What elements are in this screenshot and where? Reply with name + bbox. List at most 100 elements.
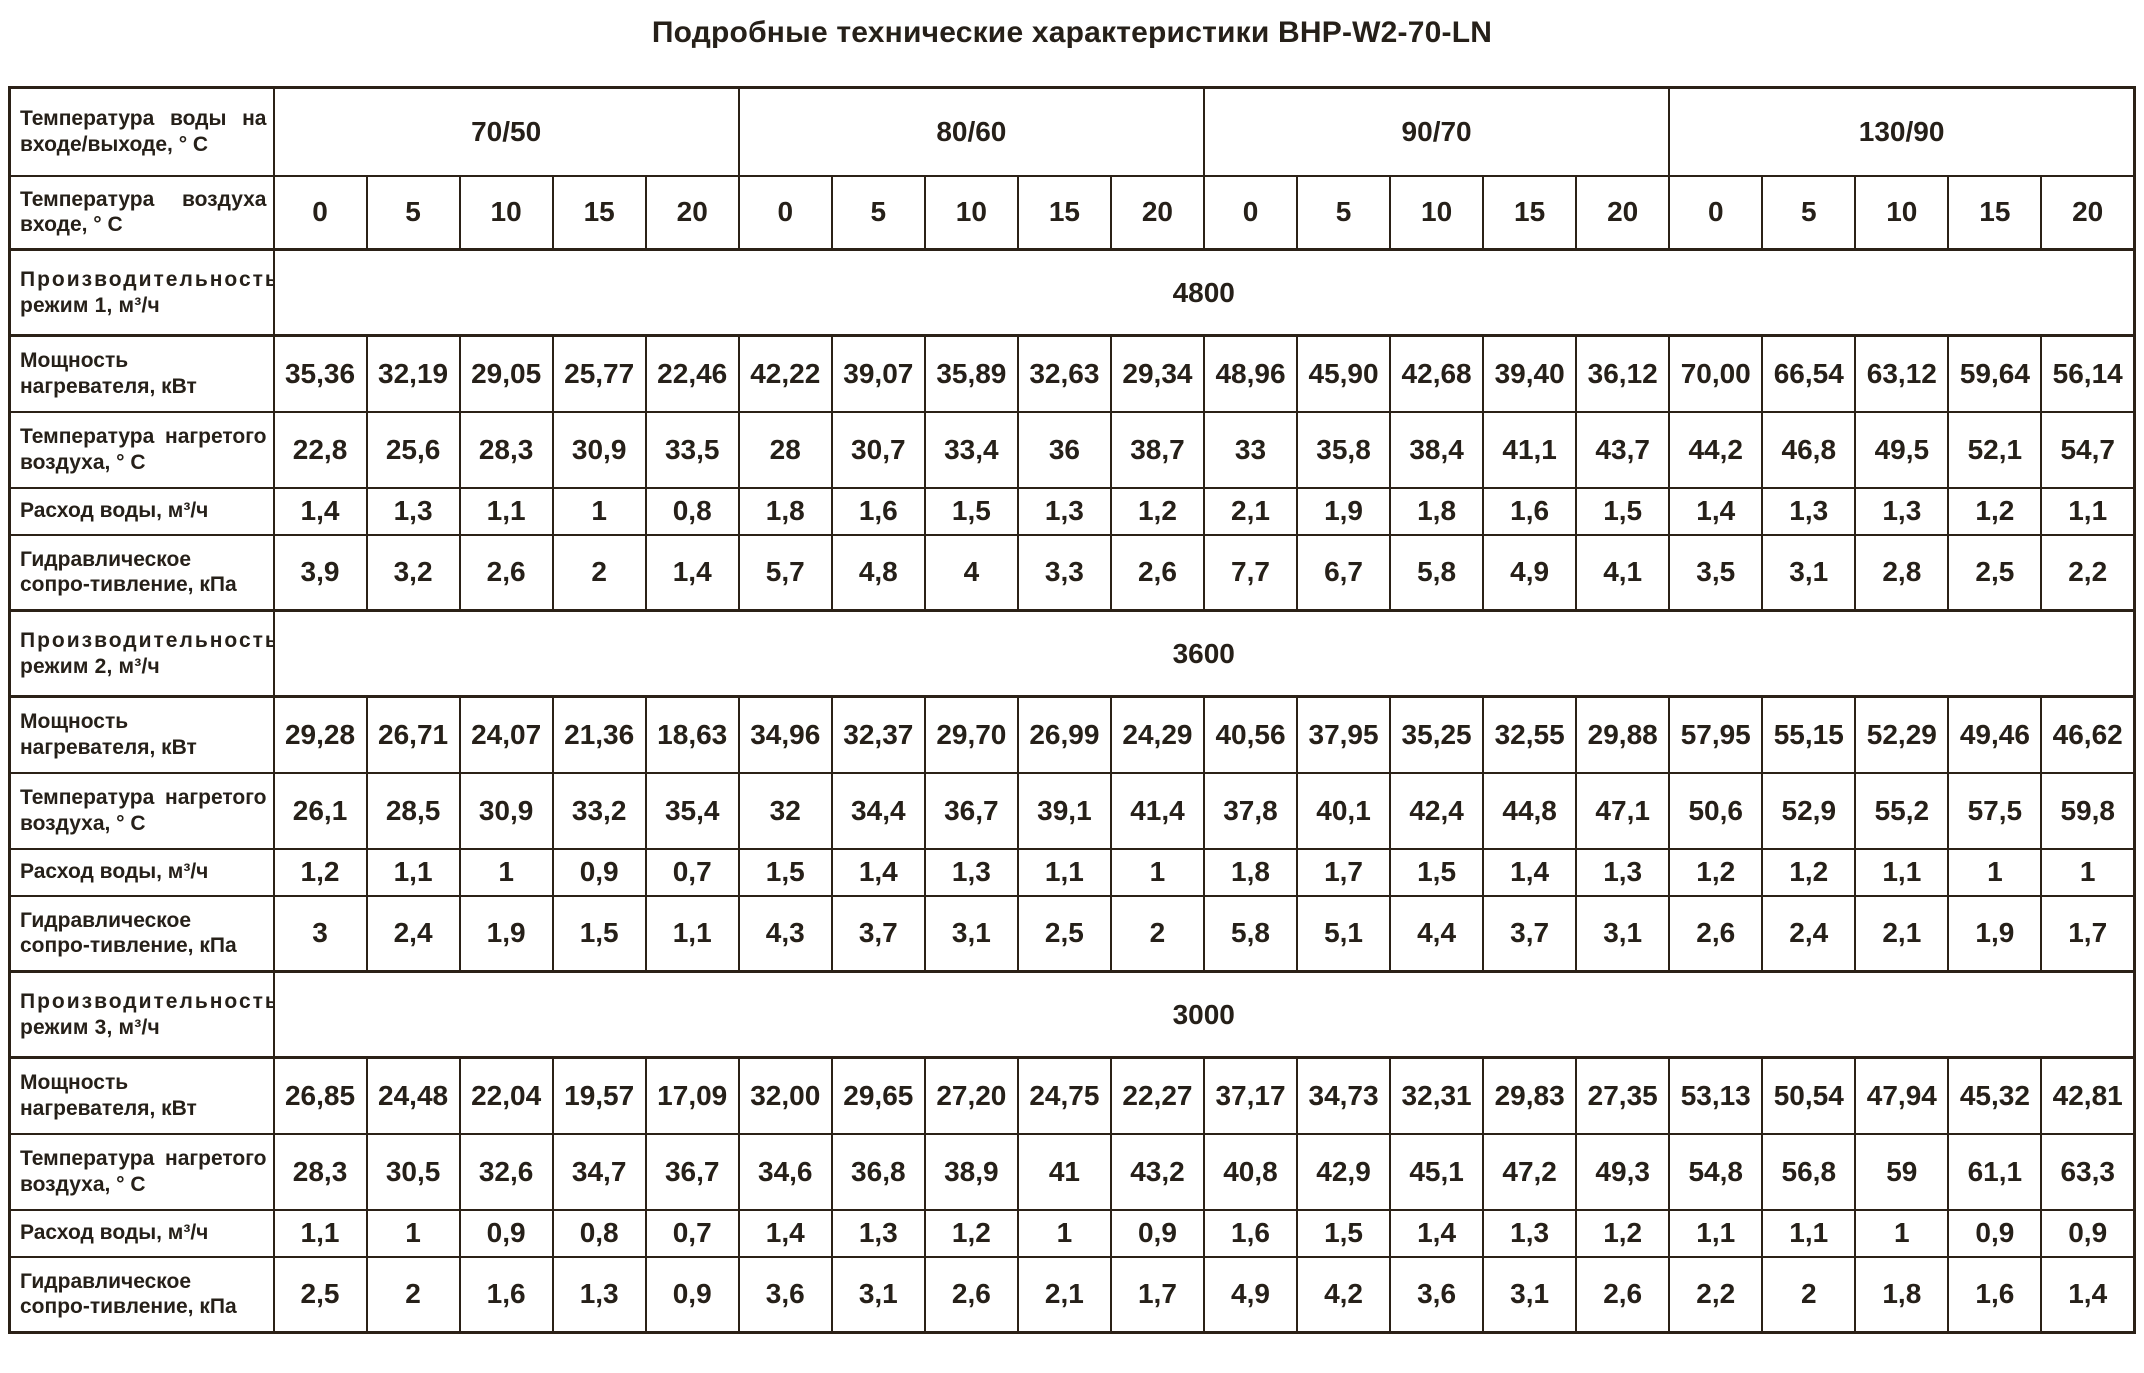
water-flow-value: 1,4	[830, 847, 926, 897]
water-flow-value: 1,9	[1296, 486, 1392, 536]
water-flow-value: 1,2	[272, 847, 368, 897]
capacity-label-line1: Производительность	[20, 989, 274, 1013]
heated-air-temp-value: 33	[1202, 410, 1299, 489]
air-temp-value: 0	[737, 174, 833, 251]
heated-air-temp-value: 39,1	[1016, 771, 1112, 850]
table-row: Мощность нагревателя, кВт 26,85 24,48 22,04…	[8, 1056, 2136, 1135]
hydraulic-resistance-value: 4,2	[1296, 1255, 1392, 1334]
heater-power-value: 27,20	[923, 1056, 1019, 1135]
hydraulic-resistance-value: 0,9	[644, 1255, 740, 1334]
hydraulic-resistance-value: 2,6	[458, 533, 554, 612]
hydraulic-resistance-value: 2	[1109, 894, 1205, 973]
heated-air-temp-value: 54,7	[2040, 410, 2136, 489]
hydraulic-resistance-value: 4,9	[1202, 1255, 1299, 1334]
row-label-capacity: Производительность режим 2, м³/ч	[8, 609, 275, 698]
air-temp-value: 10	[458, 174, 554, 251]
heater-power-value: 37,17	[1202, 1056, 1299, 1135]
heated-air-temp-value: 34,4	[830, 771, 926, 850]
heater-power-value: 32,19	[365, 334, 461, 413]
heater-power-value: 36,12	[1575, 334, 1671, 413]
hydraulic-resistance-value: 3	[272, 894, 368, 973]
water-flow-value: 0,9	[551, 847, 647, 897]
hydraulic-resistance-value: 2,4	[365, 894, 461, 973]
heated-air-temp-value: 34,7	[551, 1132, 647, 1211]
air-temp-value: 15	[1016, 174, 1112, 251]
table-row: Гидравлическое сопро-тивление, кПа 3,9 3,2…	[8, 533, 2136, 612]
heater-power-value: 42,68	[1389, 334, 1485, 413]
heated-air-temp-value: 36,7	[923, 771, 1019, 850]
water-flow-value: 1,5	[923, 486, 1019, 536]
hydraulic-resistance-value: 2,5	[1947, 533, 2043, 612]
water-flow-value: 1,7	[1296, 847, 1392, 897]
heated-air-temp-value: 28	[737, 410, 833, 489]
heater-power-value: 32,37	[830, 695, 926, 774]
heater-power-value: 45,32	[1947, 1056, 2043, 1135]
water-flow-value: 1,3	[365, 486, 461, 536]
table-row: Гидравлическое сопро-тивление, кПа 2,5 2 1,…	[8, 1255, 2136, 1334]
heater-power-value: 22,46	[644, 334, 740, 413]
heated-air-temp-value: 55,2	[1854, 771, 1950, 850]
capacity-label-line2: режим 3, м³/ч	[20, 1015, 160, 1039]
heated-air-temp-value: 36,7	[644, 1132, 740, 1211]
heater-power-value: 32,00	[737, 1056, 833, 1135]
heated-air-temp-value: 57,5	[1947, 771, 2043, 850]
water-flow-value: 0,7	[644, 847, 740, 897]
spec-table-body: Температура воды на входе/выходе, ° С 70/…	[8, 86, 2136, 1334]
heater-power-value: 57,95	[1668, 695, 1764, 774]
air-temp-value: 20	[1109, 174, 1205, 251]
water-flow-value: 1,5	[737, 847, 833, 897]
heater-power-value: 39,07	[830, 334, 926, 413]
hydraulic-resistance-value: 4,3	[737, 894, 833, 973]
hydraulic-resistance-value: 4,8	[830, 533, 926, 612]
water-flow-value: 0,8	[551, 1208, 647, 1258]
heated-air-temp-value: 26,1	[272, 771, 368, 850]
heater-power-value: 39,40	[1482, 334, 1578, 413]
hydraulic-resistance-value: 2,6	[923, 1255, 1019, 1334]
heated-air-temp-value: 44,2	[1668, 410, 1764, 489]
heater-power-value: 50,54	[1761, 1056, 1857, 1135]
heater-power-value: 46,62	[2040, 695, 2136, 774]
air-temp-value: 20	[644, 174, 740, 251]
row-label-water-temp: Температура воды на входе/выходе, ° С	[8, 86, 275, 177]
heated-air-temp-value: 36,8	[830, 1132, 926, 1211]
heated-air-temp-value: 33,2	[551, 771, 647, 850]
heated-air-temp-value: 28,5	[365, 771, 461, 850]
water-flow-value: 0,9	[1947, 1208, 2043, 1258]
hydraulic-resistance-value: 1,6	[458, 1255, 554, 1334]
hydraulic-resistance-value: 2,6	[1109, 533, 1205, 612]
water-flow-value: 1,5	[1296, 1208, 1392, 1258]
heated-air-temp-value: 50,6	[1668, 771, 1764, 850]
hydraulic-resistance-value: 1,7	[1109, 1255, 1205, 1334]
hydraulic-resistance-value: 3,5	[1668, 533, 1764, 612]
air-temp-value: 20	[1575, 174, 1671, 251]
heated-air-temp-value: 32	[737, 771, 833, 850]
water-flow-value: 1	[1854, 1208, 1950, 1258]
table-row: Производительность режим 3, м³/ч 3000	[8, 970, 2136, 1059]
water-flow-value: 1	[2040, 847, 2136, 897]
heater-power-value: 40,56	[1202, 695, 1299, 774]
table-row: Температура воздуха входе, ° С 0 5 10 15 20 0 5…	[8, 174, 2136, 251]
heated-air-temp-value: 40,1	[1296, 771, 1392, 850]
hydraulic-resistance-value: 4	[923, 533, 1019, 612]
row-label: Температура нагретого воздуха, ° С	[8, 410, 275, 489]
hydraulic-resistance-value: 3,1	[923, 894, 1019, 973]
heated-air-temp-value: 35,4	[644, 771, 740, 850]
water-flow-value: 1,3	[923, 847, 1019, 897]
table-row: Мощность нагревателя, кВт 29,28 26,71 24,07…	[8, 695, 2136, 774]
heater-power-value: 26,99	[1016, 695, 1112, 774]
hydraulic-resistance-value: 2,6	[1668, 894, 1764, 973]
hydraulic-resistance-value: 2,5	[272, 1255, 368, 1334]
water-flow-value: 1,1	[1854, 847, 1950, 897]
heater-power-value: 53,13	[1668, 1056, 1764, 1135]
heater-power-value: 29,70	[923, 695, 1019, 774]
water-flow-value: 1,6	[1482, 486, 1578, 536]
heated-air-temp-value: 38,7	[1109, 410, 1205, 489]
air-temp-value: 10	[923, 174, 1019, 251]
hydraulic-resistance-value: 2,8	[1854, 533, 1950, 612]
row-label: Температура нагретого воздуха, ° С	[8, 771, 275, 850]
hydraulic-resistance-value: 4,4	[1389, 894, 1485, 973]
hydraulic-resistance-value: 2,6	[1575, 1255, 1671, 1334]
heated-air-temp-value: 32,6	[458, 1132, 554, 1211]
heated-air-temp-value: 44,8	[1482, 771, 1578, 850]
heated-air-temp-value: 38,4	[1389, 410, 1485, 489]
